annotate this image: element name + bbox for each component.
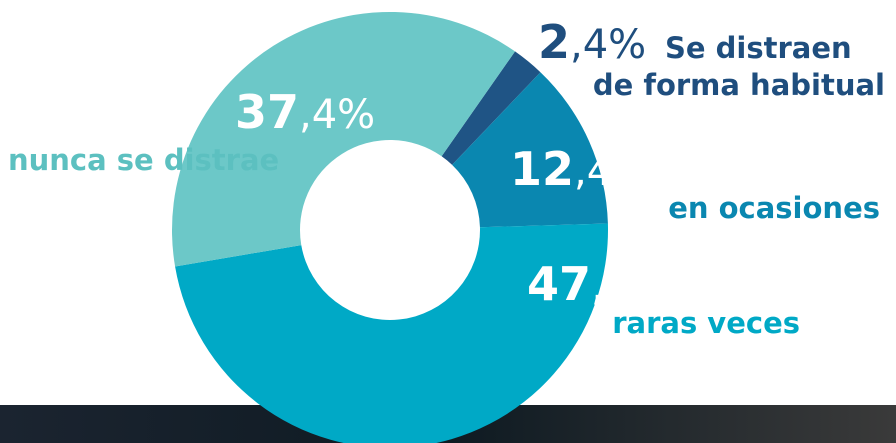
value-label-int: 12 [510,142,574,196]
donut-slice [452,72,608,228]
value-label-int: 37 [235,85,299,139]
donut-slice [441,51,541,165]
value-label-int: 2 [538,15,570,69]
category-label: Se distraen [665,31,852,65]
value-label-dec: ,4% [574,149,650,195]
category-label: en ocasiones [668,191,880,225]
value-label-dec: ,4% [299,92,375,138]
value-label: 2,4% [538,15,646,69]
category-label: raras veces [612,306,800,340]
donut-slice [175,223,608,443]
value-label: 12,4% [510,142,650,196]
category-label: de forma habitual [593,68,885,102]
value-label-dec: ,4% [570,22,646,68]
value-label-int: 47 [527,257,591,311]
value-label-dec: ,8% [591,264,667,310]
value-label: 47,8% [527,257,667,311]
donut-slice [171,11,516,267]
value-label: 37,4% [235,85,375,139]
category-label: nunca se distrae [8,143,279,177]
